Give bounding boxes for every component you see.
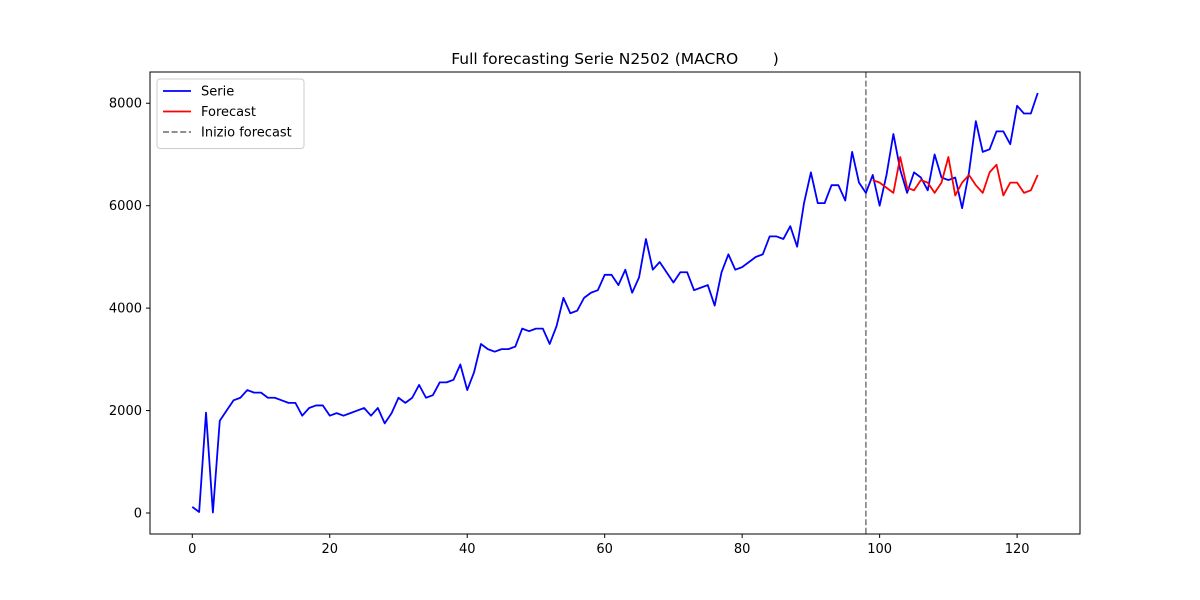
x-tick-label: 80 <box>734 542 751 557</box>
plot-frame <box>149 71 1081 535</box>
series-line-serie <box>191 92 1039 514</box>
x-tick-label: 40 <box>459 542 476 557</box>
y-tick-label: 0 <box>134 507 142 522</box>
y-tick-label: 6000 <box>109 199 142 214</box>
x-tick-label: 20 <box>321 542 338 557</box>
y-tick-label: 2000 <box>109 404 142 419</box>
y-tick-label: 8000 <box>109 97 142 112</box>
legend-label: Serie <box>201 85 234 100</box>
axes-layer: 0 20 40 60 80 100 120 0 2000 4000 6000 8000 <box>109 97 1030 557</box>
legend-label: Forecast <box>201 105 256 120</box>
x-tick-label: 0 <box>188 542 196 557</box>
legend: Serie Forecast Inizio forecast <box>156 78 305 149</box>
x-tick-label: 60 <box>596 542 613 557</box>
legend-label: Inizio forecast <box>201 126 292 141</box>
plot-layer <box>191 72 1039 534</box>
x-tick-label: 120 <box>1005 542 1030 557</box>
legend-box <box>156 78 305 149</box>
chart-title: Full forecasting Serie N2502 (MACRO ) <box>451 50 779 68</box>
y-tick-label: 4000 <box>109 302 142 317</box>
x-tick-label: 100 <box>867 542 892 557</box>
series-line-forecast <box>872 156 1039 197</box>
